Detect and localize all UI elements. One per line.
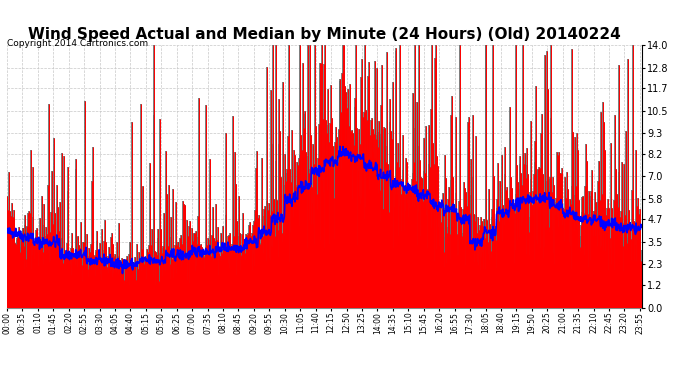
Title: Wind Speed Actual and Median by Minute (24 Hours) (Old) 20140224: Wind Speed Actual and Median by Minute (… <box>28 27 621 42</box>
Text: Copyright 2014 Cartronics.com: Copyright 2014 Cartronics.com <box>7 39 148 48</box>
